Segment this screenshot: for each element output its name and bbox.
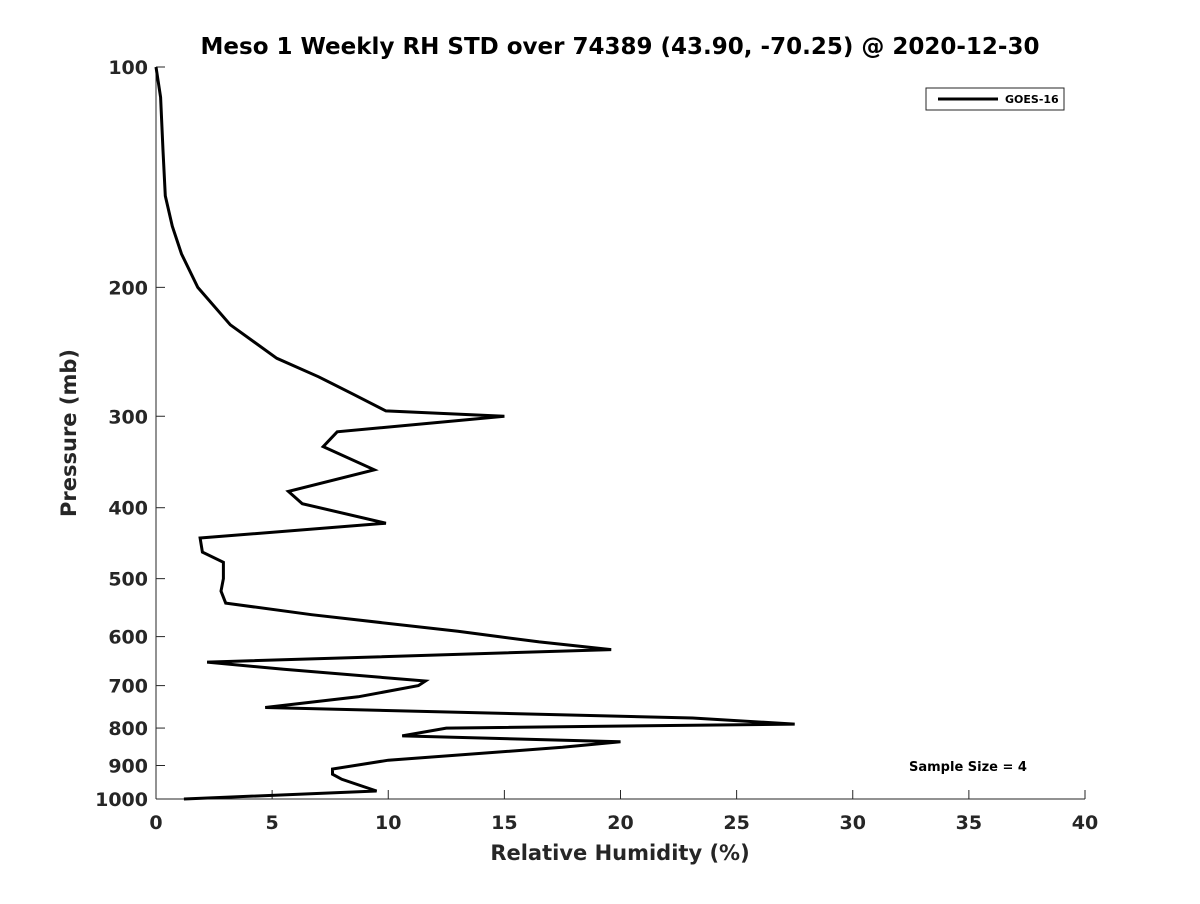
y-tick-label: 700	[108, 676, 148, 698]
y-tick-label: 200	[108, 277, 148, 299]
y-tick-label: 300	[108, 406, 148, 428]
x-tick-label: 30	[840, 812, 866, 834]
x-tick-label: 20	[607, 812, 633, 834]
y-tick-label: 400	[108, 498, 148, 520]
x-axis-label: Relative Humidity (%)	[490, 841, 749, 865]
y-tick-label: 500	[108, 569, 148, 591]
x-tick-label: 40	[1072, 812, 1098, 834]
x-tick-label: 5	[266, 812, 279, 834]
x-tick-label: 0	[149, 812, 162, 834]
y-tick-label: 600	[108, 627, 148, 649]
y-axis: 100 200 300 400 500 600 700 800 900 1000	[95, 57, 165, 811]
legend-label-goes-16: GOES-16	[1005, 93, 1059, 106]
series-group	[154, 66, 795, 801]
series-line-goes-16	[154, 66, 795, 801]
y-tick-label: 900	[108, 756, 148, 778]
y-tick-label: 800	[108, 718, 148, 740]
x-tick-label: 25	[723, 812, 749, 834]
y-axis-label: Pressure (mb)	[57, 349, 81, 517]
legend: GOES-16	[925, 87, 1065, 111]
sample-size-annotation: Sample Size = 4	[909, 760, 1027, 775]
y-tick-label: 1000	[95, 789, 148, 811]
x-tick-label: 35	[956, 812, 982, 834]
y-tick-label: 100	[108, 57, 148, 79]
x-tick-label: 10	[375, 812, 401, 834]
x-tick-label: 15	[491, 812, 517, 834]
x-axis: 0 5 10 15 20 25 30 35 40	[149, 790, 1098, 834]
chart-title: Meso 1 Weekly RH STD over 74389 (43.90, …	[201, 34, 1040, 60]
